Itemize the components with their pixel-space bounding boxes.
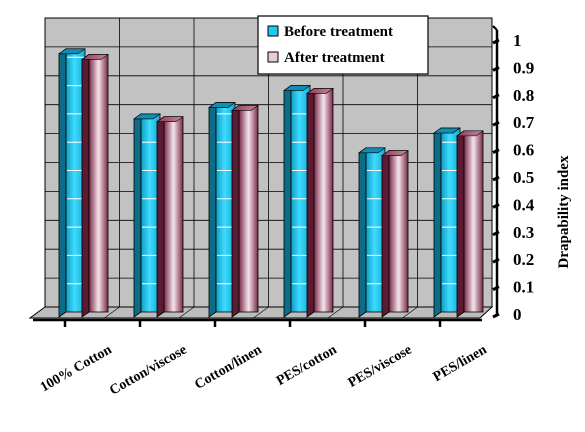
y-tick [492, 312, 500, 319]
y-tick-label: 0.9 [513, 58, 534, 77]
grid-lines [45, 18, 492, 319]
y-tick-label: 0.7 [513, 113, 535, 132]
bars-group [58, 48, 484, 318]
y-tick-label: 0.8 [513, 86, 534, 105]
y-axis: 0 0.1 0.2 0.3 0.4 0.5 0.6 0.7 0.8 0.9 1 [492, 25, 535, 324]
bar-after-treatment [381, 149, 409, 318]
x-tick-label: PES/viscose [346, 342, 415, 390]
y-tick-label: 0.1 [513, 278, 534, 297]
bar-before-treatment [433, 127, 461, 318]
y-tick [492, 120, 500, 127]
bar-before-treatment [208, 101, 236, 318]
legend-label: Before treatment [284, 24, 393, 40]
bar-before-treatment [283, 84, 311, 318]
y-tick [492, 38, 500, 45]
y-tick [492, 175, 500, 182]
legend-swatch [267, 51, 279, 63]
y-tick-label: 0.3 [513, 223, 534, 242]
bar-after-treatment [456, 130, 484, 318]
bar-after-treatment [306, 87, 334, 318]
floor-line [253, 306, 269, 319]
bar-before-treatment [58, 48, 86, 318]
y-tick [492, 230, 500, 237]
y-tick [492, 203, 500, 209]
legend: Before treatment After treatment [257, 15, 429, 75]
y-tick-label: 0 [513, 305, 522, 324]
floor-line [178, 306, 195, 319]
bar-before-treatment [133, 113, 161, 318]
y-tick [492, 257, 500, 264]
y-tick [492, 93, 500, 100]
y-tick [492, 285, 500, 291]
bar-after-treatment [156, 115, 184, 318]
x-tick-label: Cotton/viscose [107, 342, 189, 398]
y-axis-label: Drapability index [556, 155, 572, 268]
y-tick-label: 1 [513, 31, 522, 50]
x-tick-label: Cotton/linen [192, 342, 264, 392]
y-tick [492, 66, 500, 72]
floor-line [104, 306, 120, 319]
bar-before-treatment [358, 147, 386, 318]
y-tick-label: 0.2 [513, 250, 534, 269]
legend-label: After treatment [284, 50, 385, 66]
bar-after-treatment [231, 104, 259, 318]
bar-after-treatment [81, 53, 109, 318]
x-tick-label: PES/linen [431, 342, 490, 385]
floor-line [327, 306, 344, 319]
x-tick-label: PES/cotton [274, 342, 340, 389]
y-tick [492, 148, 500, 154]
y-tick-label: 0.5 [513, 168, 534, 187]
y-tick-label: 0.6 [513, 141, 534, 160]
legend-swatch [267, 25, 279, 37]
x-tick-label: 100% Cotton [38, 342, 115, 395]
floor-line [402, 306, 418, 319]
y-tick-label: 0.4 [513, 195, 535, 214]
